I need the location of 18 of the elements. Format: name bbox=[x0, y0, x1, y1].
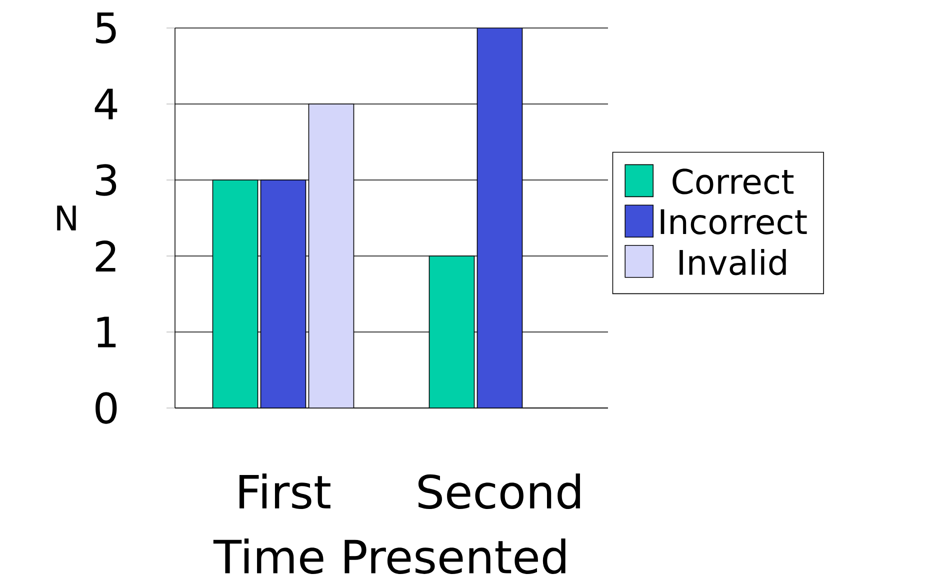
bar bbox=[308, 104, 354, 408]
y-tick-label: 3 bbox=[96, 164, 116, 196]
legend-label: Invalid bbox=[680, 248, 786, 276]
y-tick-label: 1 bbox=[97, 316, 116, 348]
bar bbox=[212, 180, 258, 408]
x-axis-title: Time Presented bbox=[213, 538, 566, 574]
y-tick-label: 5 bbox=[96, 12, 116, 44]
legend-label: Incorrect bbox=[660, 209, 807, 234]
bar bbox=[428, 256, 475, 408]
bar bbox=[260, 180, 306, 408]
y-tick-label: 2 bbox=[96, 240, 116, 272]
y-axis-title: N bbox=[57, 206, 76, 230]
bar bbox=[476, 28, 523, 408]
x-tick-label: Second bbox=[418, 474, 580, 510]
legend-label: Correct bbox=[672, 168, 794, 194]
y-tick-label: 4 bbox=[94, 88, 118, 120]
x-tick-label: First bbox=[240, 474, 330, 510]
y-tick-label: 0 bbox=[96, 392, 117, 424]
